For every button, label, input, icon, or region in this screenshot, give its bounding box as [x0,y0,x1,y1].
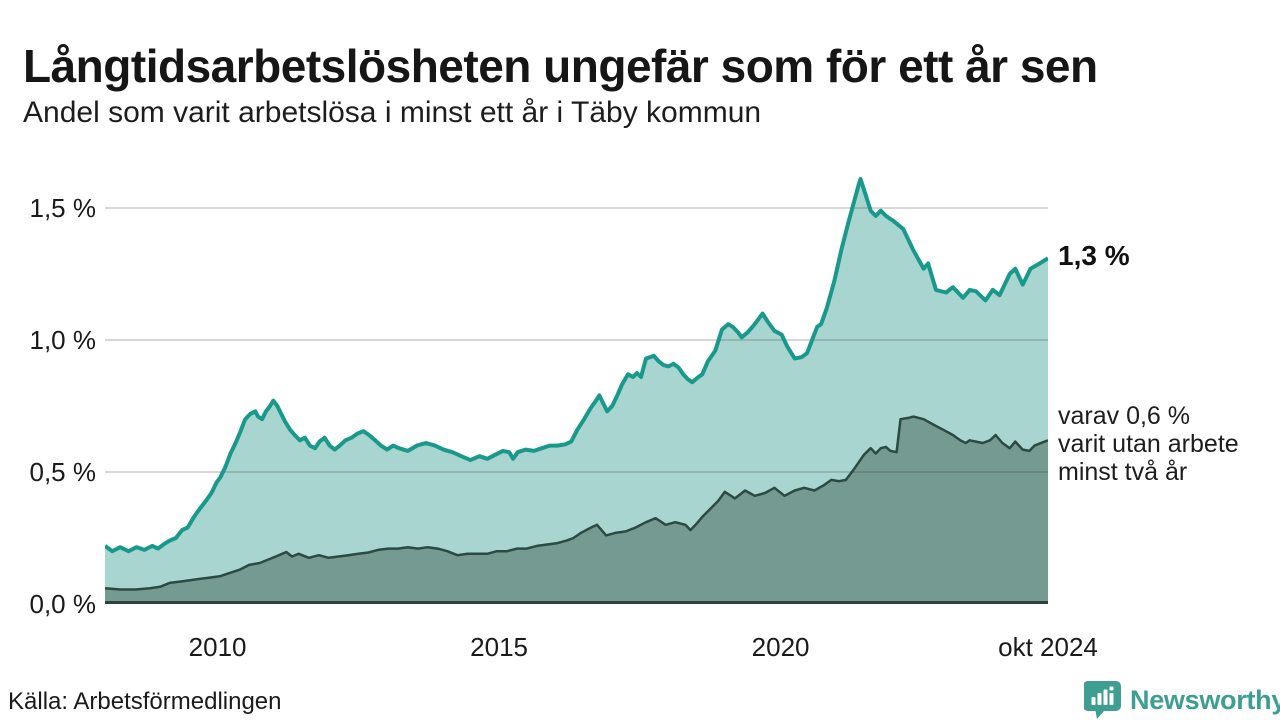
secondary-series-label: varav 0,6 % varit utan arbete minst två … [1058,402,1239,486]
y-tick-label: 0,0 % [29,589,97,619]
latest-value-label: 1,3 % [1058,240,1130,271]
page-title: Långtidsarbetslösheten ungefär som för e… [23,39,1098,92]
y-tick-label: 1,5 % [29,193,97,223]
y-tick-label: 0,5 % [29,457,97,487]
x-tick-label: 2020 [751,632,810,662]
brand-name: Newsworthy [1130,684,1280,715]
source-caption: Källa: Arbetsförmedlingen [8,688,282,715]
primary-series-line [105,177,1048,554]
y-tick-label: 1,0 % [29,325,97,355]
secondary-series-line [105,415,1048,591]
x-tick-label: 2010 [188,632,247,662]
x-tick-label: okt 2024 [998,632,1098,662]
x-tick-label: 2015 [470,632,528,662]
brand-logo: Newsworthy [1084,680,1280,720]
newsworthy-logo-icon [1084,681,1121,719]
area-chart-plot [105,177,1048,604]
chart-subtitle: Andel som varit arbetslösa i minst ett å… [23,96,762,129]
